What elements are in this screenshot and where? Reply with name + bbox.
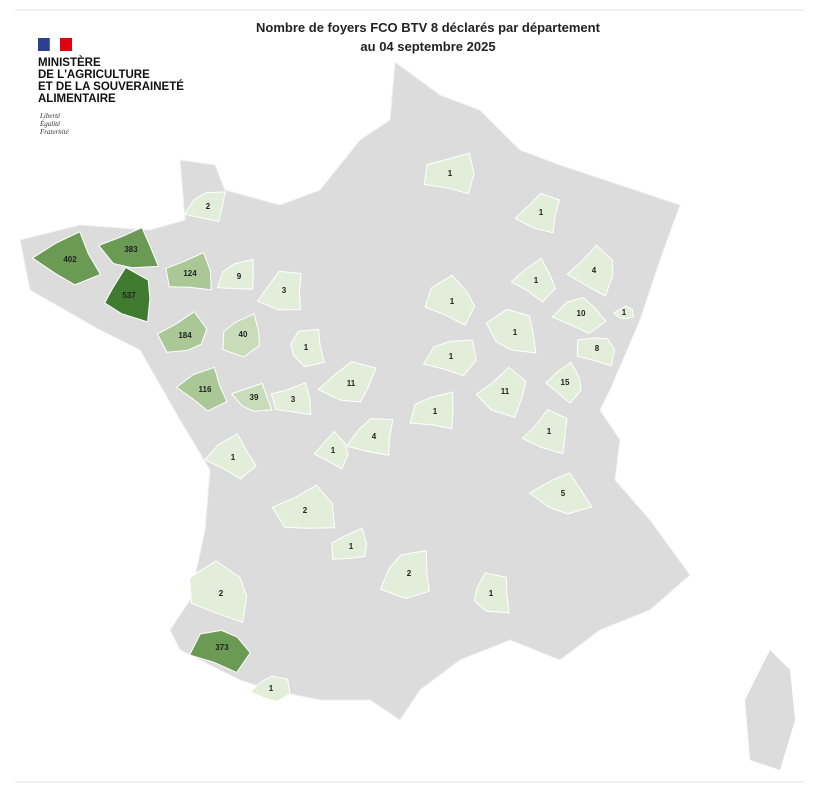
department-value: 8 bbox=[595, 344, 600, 353]
department-value: 1 bbox=[513, 328, 518, 337]
department bbox=[97, 226, 160, 269]
department bbox=[612, 305, 634, 320]
department-value: 1 bbox=[450, 297, 455, 306]
department-value: 39 bbox=[250, 393, 259, 402]
department bbox=[528, 472, 593, 515]
department bbox=[485, 308, 537, 354]
department-value: 1 bbox=[547, 427, 552, 436]
ministry-name: DE L'AGRICULTURE bbox=[38, 69, 150, 81]
department bbox=[290, 328, 325, 368]
department bbox=[317, 361, 377, 403]
corsica bbox=[745, 650, 795, 770]
department bbox=[379, 550, 430, 600]
department bbox=[510, 257, 556, 303]
department-value: 1 bbox=[489, 589, 494, 598]
department bbox=[31, 231, 102, 286]
department-value: 1 bbox=[331, 446, 336, 455]
department-value: 537 bbox=[122, 291, 136, 300]
department bbox=[189, 560, 248, 623]
department-value: 2 bbox=[219, 589, 224, 598]
department bbox=[156, 311, 208, 353]
department bbox=[551, 297, 607, 334]
department bbox=[331, 527, 368, 560]
title: au 04 septembre 2025 bbox=[360, 39, 495, 54]
ministry-name: ET DE LA SOUVERAINETÉ bbox=[38, 80, 184, 93]
department bbox=[271, 484, 336, 529]
motto: Liberté bbox=[39, 112, 61, 120]
title: Nombre de foyers FCO BTV 8 déclarés par … bbox=[256, 20, 601, 35]
department bbox=[183, 191, 227, 222]
texts: Nombre de foyers FCO BTV 8 déclarés par … bbox=[38, 20, 601, 136]
department bbox=[514, 192, 561, 234]
department bbox=[230, 382, 273, 412]
department-value: 402 bbox=[63, 255, 77, 264]
ministry-name: MINISTÈRE bbox=[38, 56, 101, 69]
department bbox=[521, 408, 568, 455]
department bbox=[409, 391, 454, 430]
department bbox=[188, 629, 251, 674]
department bbox=[545, 361, 582, 404]
department-value: 1 bbox=[449, 352, 454, 361]
department-value: 184 bbox=[178, 331, 192, 340]
department-value: 4 bbox=[372, 432, 377, 441]
department-value: 3 bbox=[291, 395, 296, 404]
department bbox=[566, 244, 614, 297]
ministry-name: ALIMENTAIRE bbox=[38, 93, 116, 105]
department-value: 11 bbox=[347, 379, 356, 388]
department-value: 5 bbox=[561, 489, 566, 498]
department bbox=[104, 266, 151, 323]
flag-red bbox=[60, 38, 72, 51]
department bbox=[165, 251, 212, 291]
department bbox=[473, 572, 510, 614]
department-value: 1 bbox=[269, 684, 274, 693]
department-value: 4 bbox=[592, 266, 597, 275]
department-value: 2 bbox=[407, 569, 412, 578]
flag-white bbox=[49, 37, 61, 52]
department-value: 124 bbox=[183, 269, 197, 278]
logo bbox=[38, 37, 72, 52]
motto: Égalité bbox=[39, 120, 61, 128]
department bbox=[270, 382, 312, 416]
department-value: 1 bbox=[448, 169, 453, 178]
department-value: 15 bbox=[561, 378, 570, 387]
department-value: 11 bbox=[501, 387, 510, 396]
department-value: 383 bbox=[124, 245, 138, 254]
department-value: 40 bbox=[239, 330, 248, 339]
department-value: 10 bbox=[577, 309, 586, 318]
flag-blue bbox=[38, 38, 50, 51]
department bbox=[424, 274, 476, 326]
department bbox=[249, 675, 291, 702]
department-value: 3 bbox=[282, 286, 287, 295]
department-value: 1 bbox=[534, 276, 539, 285]
france bbox=[19, 61, 795, 770]
department-value: 1 bbox=[622, 308, 627, 317]
department bbox=[475, 366, 527, 418]
department bbox=[204, 433, 257, 480]
department-value: 1 bbox=[231, 453, 236, 462]
department-value: 1 bbox=[539, 208, 544, 217]
department bbox=[175, 366, 228, 412]
department-value: 2 bbox=[206, 202, 211, 211]
department bbox=[216, 258, 254, 290]
department bbox=[576, 337, 616, 367]
department bbox=[222, 313, 260, 358]
department-value: 116 bbox=[199, 385, 212, 394]
department bbox=[256, 270, 302, 311]
department-value: 9 bbox=[237, 272, 242, 281]
department bbox=[313, 430, 349, 470]
department-value: 1 bbox=[349, 542, 354, 551]
department-value: 2 bbox=[303, 506, 308, 515]
department-value: 1 bbox=[433, 407, 438, 416]
department bbox=[422, 339, 477, 377]
motto: Fraternité bbox=[39, 128, 70, 136]
department bbox=[345, 418, 394, 456]
department-value: 373 bbox=[215, 643, 229, 652]
department bbox=[423, 152, 475, 195]
department-value: 1 bbox=[304, 343, 309, 352]
